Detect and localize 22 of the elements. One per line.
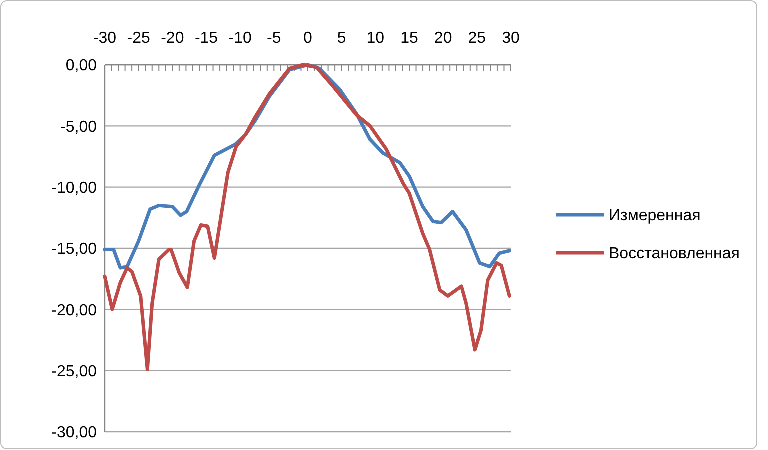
y-tick-label: -25,00 <box>52 363 98 380</box>
x-tick-label: 25 <box>468 30 486 47</box>
x-tick-label: -10 <box>228 30 252 47</box>
x-tick-label: 15 <box>400 30 418 47</box>
x-tick-label: -30 <box>93 30 117 47</box>
legend-label: Восстановленная <box>609 246 740 263</box>
x-tick-label: -25 <box>127 30 150 47</box>
y-tick-label: 0,00 <box>66 58 98 75</box>
x-tick-label: 30 <box>502 30 520 47</box>
y-tick-label: -15,00 <box>52 241 98 258</box>
y-tick-label: -20,00 <box>52 302 98 320</box>
y-tick-label: -30,00 <box>52 424 98 442</box>
x-tick-label: -5 <box>267 30 282 47</box>
x-tick-label: 10 <box>366 30 385 47</box>
x-tick-label: 0 <box>304 30 313 47</box>
x-tick-label: -15 <box>194 30 218 47</box>
y-tick-label: -10,00 <box>52 180 98 197</box>
x-tick-label: -20 <box>161 30 184 47</box>
x-tick-label: 20 <box>434 30 452 47</box>
y-tick-label: -5,00 <box>60 118 98 136</box>
legend-label: Измеренная <box>609 208 701 225</box>
x-tick-label: 5 <box>337 30 346 47</box>
